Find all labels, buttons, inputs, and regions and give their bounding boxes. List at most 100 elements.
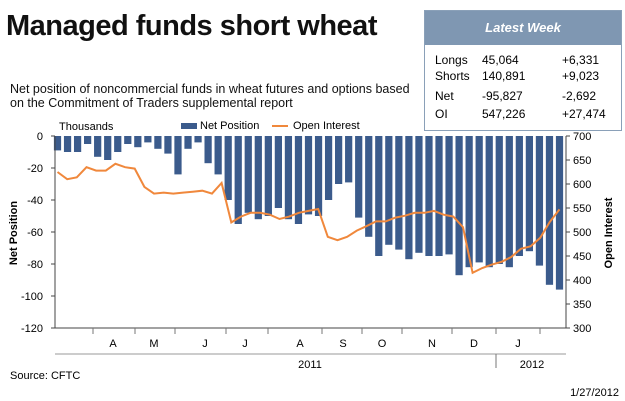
x-tick-label: J bbox=[202, 338, 208, 350]
row-value: 547,226 bbox=[482, 107, 526, 121]
x-tick-label: D bbox=[470, 338, 478, 350]
net-position-bar bbox=[395, 136, 403, 250]
chart-axes: 0 -20 -40 -60 -80 -100 -120 700 650 600 550 500 450 4… bbox=[21, 131, 591, 371]
net-position-bar bbox=[314, 136, 323, 216]
net-position-bar bbox=[194, 136, 202, 143]
net-position-bar bbox=[445, 136, 453, 255]
net-position-bar bbox=[415, 136, 423, 253]
y-tick-label: -100 bbox=[21, 291, 43, 303]
net-position-bar bbox=[355, 136, 363, 218]
x-tick-label: S bbox=[339, 338, 346, 350]
y2-tick-label: 700 bbox=[573, 131, 591, 143]
latest-week-row-net: Net -95,827 -2,692 bbox=[425, 89, 621, 104]
net-position-bar bbox=[515, 136, 523, 256]
net-position-bar bbox=[475, 136, 483, 263]
net-position-bar bbox=[94, 136, 102, 157]
net-position-bar bbox=[244, 136, 252, 213]
row-label: OI bbox=[435, 107, 448, 121]
net-position-bar bbox=[174, 136, 182, 175]
net-position-bar bbox=[284, 136, 293, 220]
y2-tick-label: 300 bbox=[573, 323, 591, 335]
legend-net-position-swatch bbox=[181, 123, 197, 129]
net-position-bar bbox=[455, 136, 463, 276]
net-position-bar bbox=[264, 136, 272, 216]
row-value: 45,064 bbox=[482, 53, 519, 67]
net-position-bar bbox=[114, 136, 122, 152]
y2-tick-label: 550 bbox=[573, 203, 591, 215]
latest-week-row-shorts: Shorts 140,891 +9,023 bbox=[425, 69, 621, 84]
x-tick-label: J bbox=[242, 338, 248, 350]
net-position-bar bbox=[154, 136, 162, 149]
net-position-bar bbox=[204, 136, 212, 164]
net-position-bar bbox=[104, 136, 112, 160]
net-position-bar bbox=[375, 136, 383, 256]
chart-subtitle: Net position of noncommercial funds in w… bbox=[10, 82, 410, 110]
x-tick-label: A bbox=[109, 338, 117, 350]
chart-title: Managed funds short wheat bbox=[6, 10, 377, 42]
row-change: +6,331 bbox=[562, 53, 600, 67]
year-label: 2011 bbox=[298, 359, 322, 371]
y-tick-label: -120 bbox=[21, 323, 43, 335]
bar-series bbox=[53, 136, 564, 290]
y-axis-label: Net Position bbox=[8, 201, 20, 265]
legend-net-position: Net Position bbox=[200, 120, 259, 132]
net-position-bar bbox=[365, 136, 373, 237]
net-position-bar bbox=[435, 136, 443, 256]
net-position-bar bbox=[465, 136, 473, 268]
latest-week-row-oi: OI 547,226 +27,474 bbox=[425, 107, 621, 122]
x-tick-label: N bbox=[428, 338, 436, 350]
source-note: Source: CFTC bbox=[10, 370, 81, 382]
net-position-bar bbox=[335, 136, 343, 184]
net-position-bar bbox=[144, 136, 152, 143]
y2-tick-label: 500 bbox=[573, 227, 591, 239]
y-tick-label: -40 bbox=[27, 195, 43, 207]
latest-week-header: Latest Week bbox=[425, 11, 621, 45]
net-position-bar bbox=[525, 136, 533, 252]
open-interest-line bbox=[56, 162, 561, 275]
net-position-bar bbox=[425, 136, 433, 256]
x-tick-label: J bbox=[515, 338, 521, 350]
net-position-bar bbox=[63, 136, 72, 152]
row-change: -2,692 bbox=[562, 89, 597, 103]
net-position-bar bbox=[224, 136, 232, 200]
latest-week-row-longs: Longs 45,064 +6,331 bbox=[425, 53, 621, 68]
date-stamp: 1/27/2012 bbox=[570, 387, 619, 399]
y2-tick-label: 600 bbox=[573, 179, 591, 191]
net-position-bar bbox=[485, 136, 493, 268]
y2-tick-label: 400 bbox=[573, 275, 591, 287]
legend-open-interest: Open Interest bbox=[293, 120, 360, 132]
net-position-bar bbox=[84, 136, 92, 144]
net-position-bar bbox=[405, 136, 413, 260]
y-tick-label: -60 bbox=[27, 227, 43, 239]
y2-tick-label: 450 bbox=[573, 251, 591, 263]
y-tick-label: -80 bbox=[27, 259, 43, 271]
net-position-bar bbox=[294, 136, 303, 224]
row-value: -95,827 bbox=[482, 89, 523, 103]
y-tick-label: -20 bbox=[27, 163, 43, 175]
net-position-bar bbox=[545, 136, 554, 285]
latest-week-box: Latest Week Longs 45,064 +6,331 Shorts 1… bbox=[424, 10, 622, 131]
year-label: 2012 bbox=[520, 359, 544, 371]
net-position-bar bbox=[304, 136, 313, 215]
y2-tick-label: 650 bbox=[573, 155, 591, 167]
net-position-bar bbox=[124, 136, 132, 144]
x-tick-label: O bbox=[378, 338, 387, 350]
net-position-bar bbox=[164, 136, 172, 154]
y2-tick-label: 350 bbox=[573, 299, 591, 311]
net-position-bar bbox=[234, 136, 242, 224]
y2-axis-label: Open Interest bbox=[603, 197, 615, 268]
row-change: +27,474 bbox=[562, 107, 606, 121]
net-position-bar bbox=[274, 136, 282, 208]
row-label: Longs bbox=[435, 53, 468, 67]
net-position-bar bbox=[505, 136, 513, 268]
net-position-bar bbox=[324, 136, 333, 200]
net-position-bar bbox=[214, 136, 222, 175]
row-change: +9,023 bbox=[562, 69, 600, 83]
row-label: Net bbox=[435, 89, 454, 103]
row-value: 140,891 bbox=[482, 69, 526, 83]
net-position-bar bbox=[555, 136, 564, 290]
units-label: Thousands bbox=[59, 121, 114, 133]
net-position-bar bbox=[53, 136, 62, 151]
x-tick-label: M bbox=[149, 338, 158, 350]
